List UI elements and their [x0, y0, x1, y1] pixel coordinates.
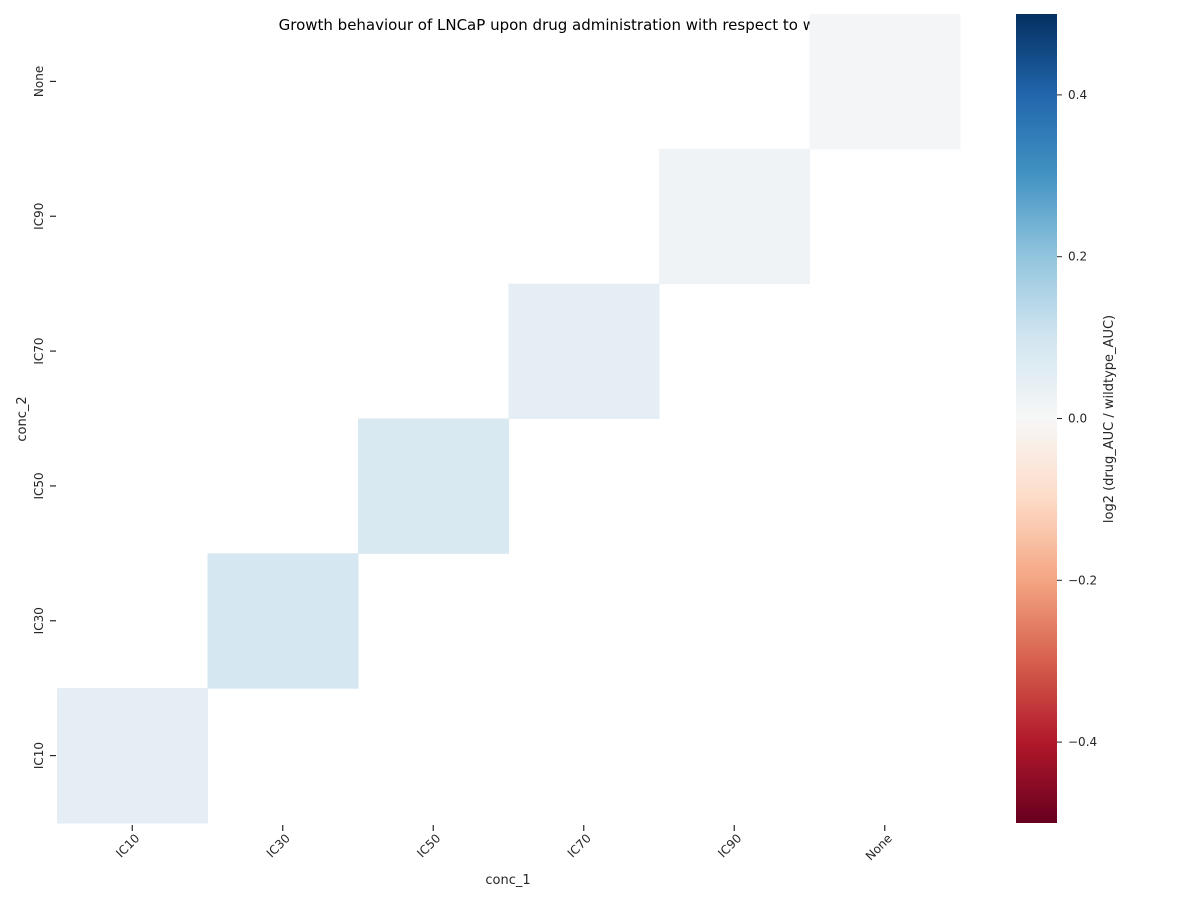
- heatmap-cell-IC50-IC50: [358, 418, 509, 554]
- y-tick-label: IC90: [32, 203, 46, 230]
- x-tick-label: IC50: [414, 831, 443, 860]
- colorbar: 0.4 0.2 0.0 −0.2 −0.4 log2 (drug_AUC / wildt…: [1016, 14, 1117, 823]
- colorbar-ticks: 0.4 0.2 0.0 −0.2 −0.4: [1057, 88, 1097, 749]
- x-axis-label: conc_1: [485, 873, 530, 888]
- y-tick-label: None: [32, 66, 46, 97]
- colorbar-tick-label: 0.2: [1068, 250, 1087, 264]
- colorbar-tick-label: −0.2: [1068, 573, 1097, 587]
- x-tick-label: IC10: [113, 831, 142, 860]
- x-tick-label: IC90: [715, 831, 744, 860]
- colorbar-tick-label: 0.0: [1068, 412, 1087, 426]
- y-tick-label: IC50: [32, 472, 46, 499]
- y-axis-label: conc_2: [15, 396, 30, 441]
- y-tick-label: IC70: [32, 337, 46, 364]
- heatmap-cells: [57, 14, 961, 824]
- colorbar-tick-label: 0.4: [1068, 88, 1087, 102]
- y-tick-label: IC30: [32, 607, 46, 634]
- colorbar-label: log2 (drug_AUC / wildtype_AUC): [1102, 315, 1117, 523]
- colorbar-gradient: [1016, 14, 1057, 823]
- x-axis-ticks: IC10 IC30 IC50 IC70 IC90 None: [113, 825, 895, 863]
- heatmap-cell-IC30-IC30: [207, 553, 359, 689]
- heatmap-cell-IC90-IC90: [659, 148, 810, 285]
- heatmap-cell-None-None: [809, 14, 961, 150]
- y-axis-ticks: None IC90 IC70 IC50 IC30 IC10: [32, 66, 56, 769]
- x-tick-label: IC30: [264, 831, 293, 860]
- chart-title: Growth behaviour of LNCaP upon drug admi…: [279, 16, 920, 34]
- colorbar-tick-label: −0.4: [1068, 735, 1097, 749]
- y-tick-label: IC10: [32, 742, 46, 769]
- heatmap-cell-IC70-IC70: [508, 283, 660, 419]
- x-tick-label: IC70: [565, 831, 594, 860]
- x-tick-label: None: [863, 831, 895, 863]
- heatmap-cell-IC10-IC10: [57, 688, 208, 824]
